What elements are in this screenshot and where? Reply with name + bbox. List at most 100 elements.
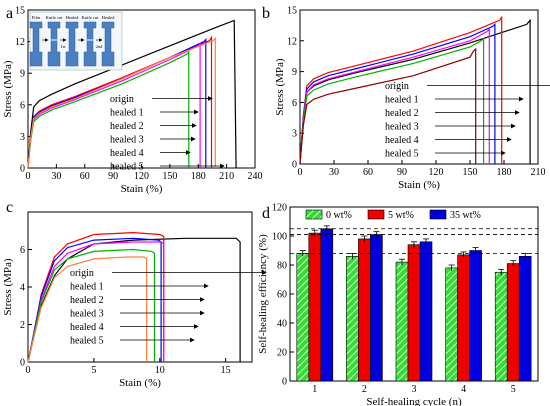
panel-d-legend-label: 5 wt%	[388, 210, 414, 221]
panel-a-legend-label: healed 3	[110, 135, 144, 146]
inset-step-label: Film	[32, 15, 41, 20]
panel-a-legend-label: healed 2	[110, 121, 144, 132]
panel-c-legend-label: healed 1	[70, 282, 104, 293]
panel-c-y-tick-label: 4	[20, 283, 25, 294]
panel-d-bar-5-wtpct-cycle-5	[506, 263, 520, 382]
inset-dogbone-specimen-4	[83, 21, 97, 67]
panel-a-y-tick-label: 3	[20, 132, 25, 143]
panel-a-x-tick-label: 210	[219, 171, 234, 182]
panel-a-x-tick-label: 150	[162, 171, 177, 182]
panel-d-y-tick-label: 0	[282, 377, 287, 388]
panel-d-bar-0-wtpct-cycle-2	[346, 255, 359, 382]
panel-b-x-tick-label: 60	[363, 167, 373, 178]
panel-a-series-line-healed-5	[27, 36, 216, 169]
panel-b-y-tick-label: 0	[292, 160, 297, 171]
panel-c-x-tick-label: 10	[155, 365, 165, 376]
panel-d-y-tick-label: 40	[277, 319, 287, 330]
panel-d-bar-35-wtpct-cycle-5	[518, 255, 532, 382]
panel-b-x-tick-label: 210	[531, 167, 546, 178]
panel-c-y-tick-label: 0	[20, 358, 25, 369]
inset-step-label: Knife cut	[82, 15, 100, 20]
panel-b-y-tick-label: 15	[287, 6, 297, 17]
inset-arrow-label: 2nd	[96, 44, 104, 49]
panel-d-x-tick-label: 4	[461, 384, 466, 395]
panel-c-legend-label: healed 4	[70, 322, 104, 333]
panel-b-x-tick-label: 120	[429, 167, 444, 178]
panel-a-x-tick-label: 0	[26, 171, 31, 182]
panel-b-y-tick-label: 12	[287, 36, 297, 47]
panel-d-x-tick-label: 5	[511, 384, 516, 395]
inset-step-label: Knife cut	[46, 15, 64, 20]
panel-a-legend-label: origin	[110, 94, 134, 105]
panel-c-legend-label: origin	[70, 268, 94, 279]
panel-d-legend-label: 35 wt%	[450, 210, 481, 221]
panel-label-a: a	[6, 5, 13, 22]
panel-d-bar-5-wtpct-cycle-2	[358, 238, 371, 382]
panel-d-bar-35-wtpct-cycle-4	[469, 250, 482, 382]
panel-c-plot-frame	[27, 211, 253, 363]
inset-arrow-label: 1st	[60, 44, 66, 49]
panel-b-series-line-healed-4	[299, 37, 485, 165]
panel-label-b: b	[262, 5, 270, 22]
panel-c-stress-strain-chart: 0 5 10 15 0 2 4 6 Stain (%) Stress (MPa) origin hea…	[2, 211, 267, 389]
panel-c-legend-label: healed 2	[70, 295, 104, 306]
panel-d-legend-swatch-0-wtpct	[305, 209, 323, 220]
panel-a-y-tick-label: 9	[20, 69, 25, 80]
panel-d-bar-0-wtpct-cycle-4	[445, 267, 458, 382]
inset-dogbone-specimen-2	[47, 21, 61, 67]
panel-b-y-axis-label: Stress (MPa)	[274, 58, 286, 115]
panel-c-series-line-healed-5	[27, 256, 148, 363]
panel-b-x-tick-label: 90	[397, 167, 407, 178]
panel-b-stress-strain-chart: 0 30 60 90 120 150 180 210 0 3 6 9 12 15 Stain (%) Stre…	[274, 6, 550, 191]
panel-d-healing-efficiency-bar-chart: 1 2 3 4 5 0 20 40 60 80 100 120 Self-healing cycle (…	[257, 203, 539, 406]
panel-c-series-line-healed-4	[27, 248, 156, 363]
panel-d-bar-0-wtpct-cycle-5	[494, 271, 508, 382]
panel-b-legend-label: healed 2	[385, 108, 419, 119]
panel-d-bar-35-wtpct-cycle-3	[419, 241, 433, 382]
panel-d-y-tick-label: 120	[272, 203, 287, 214]
panel-label-d: d	[262, 205, 270, 222]
panel-c-x-axis-label: Stain (%)	[119, 377, 161, 389]
panel-d-x-tick-label: 3	[412, 384, 417, 395]
panel-b-x-tick-label: 30	[329, 167, 339, 178]
panel-a-x-tick-label: 60	[80, 171, 90, 182]
panel-d-y-tick-label: 100	[272, 232, 287, 243]
inset-dogbone-specimen-3	[65, 21, 79, 67]
panel-c-legend-label: healed 3	[70, 309, 104, 320]
panel-d-legend-swatch-5-wtpct	[367, 209, 385, 220]
panel-d-y-tick-label: 60	[277, 290, 287, 301]
panel-a-y-tick-label: 15	[15, 6, 25, 17]
panel-d-y-tick-label: 20	[277, 348, 287, 359]
panel-b-legend-label: healed 3	[385, 122, 419, 133]
panel-b-legend-label: healed 4	[385, 135, 419, 146]
panel-b-y-tick-label: 9	[292, 67, 297, 78]
panel-c-x-tick-label: 5	[91, 365, 96, 376]
panel-d-x-tick-label: 2	[362, 384, 367, 395]
panel-d-bar-35-wtpct-cycle-1	[320, 228, 334, 382]
panel-b-legend-label: healed 5	[385, 149, 419, 160]
panel-b-x-tick-label: 180	[497, 167, 512, 178]
panel-d-y-tick-label: 80	[277, 261, 287, 272]
panel-c-legend-label: healed 5	[70, 336, 104, 347]
panel-a-x-tick-label: 180	[191, 171, 206, 182]
panel-b-y-tick-label: 3	[292, 129, 297, 140]
panel-a-y-axis-label: Stress (MPa)	[2, 60, 14, 117]
panel-d-bar-5-wtpct-cycle-4	[457, 254, 470, 382]
panel-c-y-tick-label: 6	[20, 245, 25, 256]
panel-a-legend-label: healed 5	[110, 162, 144, 173]
panel-b-series-line-healed-5	[299, 47, 477, 165]
panel-a-stress-strain-chart: 0 30 60 90 120 150 180 210 240 0 3 6 9 12 15 Stain (%) S…	[2, 6, 263, 196]
panel-d-bar-35-wtpct-cycle-2	[370, 234, 383, 382]
panel-d-x-axis-label: Self-healing cycle (n)	[366, 396, 462, 406]
panel-a-x-tick-label: 30	[51, 171, 61, 182]
panel-b-y-tick-label: 6	[292, 98, 297, 109]
panel-c-y-tick-label: 2	[20, 320, 25, 331]
panel-c-x-tick-label: 0	[26, 365, 31, 376]
inset-step-label: Healed	[66, 15, 79, 20]
panel-d-bar-5-wtpct-cycle-1	[308, 232, 322, 382]
panel-b-legend-label: origin	[385, 81, 409, 92]
panel-b-plot-frame	[299, 9, 539, 165]
panel-a-series-line-origin	[27, 19, 237, 169]
panel-a-x-tick-label: 240	[248, 171, 263, 182]
